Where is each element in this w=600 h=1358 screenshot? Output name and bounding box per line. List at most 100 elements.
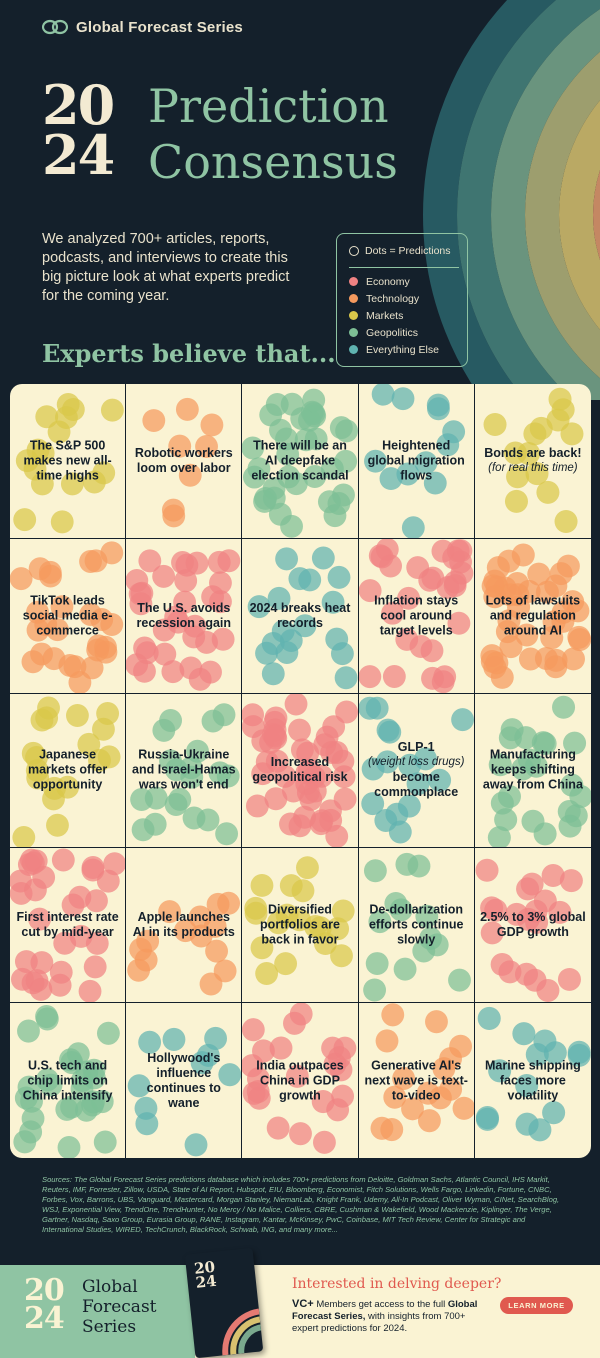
- prediction-dot: [204, 1027, 228, 1051]
- prediction-dot: [368, 910, 391, 934]
- prediction-dot: [186, 739, 210, 763]
- prediction-dot: [288, 908, 312, 932]
- book-year-bottom: 24: [194, 1271, 218, 1292]
- prediction-card: Generative AI's next wave is text-to-vid…: [359, 1003, 475, 1158]
- prediction-dot: [420, 666, 444, 690]
- prediction-dot: [21, 650, 45, 674]
- prediction-dot: [138, 1030, 162, 1055]
- prediction-dot: [426, 397, 450, 421]
- prediction-dot: [286, 1064, 310, 1089]
- prediction-dot: [288, 813, 312, 837]
- prediction-dot: [250, 936, 274, 960]
- prediction-dot: [288, 718, 312, 742]
- prediction-dot: [285, 472, 309, 496]
- prediction-dot: [384, 892, 407, 916]
- prediction-dot: [50, 595, 74, 618]
- prediction-label: Manufacturing keeps shifting away from C…: [482, 747, 583, 792]
- prediction-dot: [153, 642, 177, 666]
- prediction-dot: [54, 406, 78, 430]
- prediction-sublabel: (for real this time): [488, 461, 578, 474]
- prediction-dot: [438, 1047, 462, 1071]
- prediction-dot: [379, 467, 402, 491]
- prediction-dot: [218, 1063, 242, 1087]
- brand: Global Forecast Series: [42, 18, 243, 36]
- prediction-dots: [487, 695, 591, 848]
- prediction-dot: [80, 656, 104, 680]
- book-year: 20 24: [193, 1258, 218, 1292]
- prediction-dot: [81, 858, 105, 882]
- prediction-dot: [82, 470, 106, 494]
- prediction-dot: [39, 1073, 63, 1097]
- prediction-label: India outpaces China in GDP growth: [256, 1058, 344, 1103]
- footer-banner: 20 24 Global Forecast Series 20 24 Inter…: [0, 1247, 600, 1358]
- prediction-dot: [536, 480, 560, 504]
- prediction-dot: [544, 574, 568, 598]
- prediction-dot: [358, 578, 382, 602]
- prediction-dot: [375, 1029, 399, 1053]
- prediction-text: The S&P 500 makes new all-time highs: [14, 438, 121, 483]
- prediction-dot: [541, 864, 565, 888]
- prediction-dot: [60, 472, 84, 496]
- prediction-dot: [205, 940, 229, 964]
- prediction-dot: [498, 583, 522, 607]
- prediction-dot: [320, 740, 344, 764]
- prediction-dot: [562, 731, 586, 755]
- prediction-dot: [212, 702, 236, 726]
- vc-plus-label: VC+: [292, 1298, 314, 1310]
- prediction-label: TikTok leads social media e-commerce: [22, 593, 113, 638]
- prediction-label: U.S. tech and chip limits on China inten…: [22, 1058, 113, 1103]
- prediction-dot: [161, 659, 185, 683]
- prediction-text: Diversified portfolios are back in favor: [246, 903, 353, 948]
- prediction-dot: [244, 897, 268, 921]
- prediction-dot: [215, 821, 239, 845]
- prediction-text: Marine shipping faces more volatility: [479, 1058, 587, 1103]
- prediction-dots: [475, 859, 583, 1003]
- prediction-dot: [312, 1090, 335, 1114]
- prediction-dots: [362, 853, 471, 1002]
- prediction-text: De-dollarization efforts continue slowly: [363, 903, 470, 948]
- prediction-dot: [330, 944, 354, 968]
- decorative-arcs: [423, 0, 600, 400]
- prediction-dot: [447, 969, 471, 993]
- prediction-dot: [406, 771, 430, 795]
- prediction-dot: [401, 516, 425, 538]
- prediction-dots: [13, 1005, 120, 1158]
- page-title: Prediction Consensus: [148, 78, 398, 190]
- prediction-dot: [551, 695, 575, 719]
- cta-body-2: with insights from 700+ expert predictio…: [292, 1311, 466, 1334]
- prediction-dot: [267, 1116, 290, 1140]
- prediction-dot: [100, 398, 124, 422]
- prediction-dot: [327, 492, 351, 516]
- prediction-dot: [17, 1019, 40, 1043]
- prediction-dot: [504, 489, 528, 513]
- prediction-dot: [51, 848, 75, 872]
- prediction-dot: [138, 549, 162, 573]
- prediction-dot: [13, 508, 37, 532]
- prediction-dot: [185, 551, 209, 575]
- prediction-dot: [131, 817, 155, 841]
- prediction-dot: [322, 714, 346, 738]
- prediction-dot: [267, 911, 291, 935]
- prediction-dot: [414, 451, 437, 475]
- prediction-card: De-dollarization efforts continue slowly: [358, 848, 475, 1004]
- prediction-dot: [127, 1074, 151, 1098]
- prediction-dot: [24, 849, 48, 873]
- prediction-dot: [168, 434, 192, 458]
- prediction-dot: [66, 703, 89, 727]
- prediction-card: Inflation stays cool around target level…: [358, 538, 475, 694]
- prediction-dot: [322, 590, 345, 614]
- report-cover-image: 20 24: [184, 1247, 264, 1358]
- cta-body-1: Members get access to the full: [313, 1299, 448, 1310]
- legend-item: Geopolitics: [349, 324, 457, 341]
- prediction-card: Bonds are back! (for real this time): [474, 384, 591, 539]
- footer-year: 20 24: [24, 1276, 84, 1334]
- title-line-1: Prediction: [148, 79, 389, 133]
- prediction-dot: [558, 814, 582, 838]
- prediction-dot: [362, 978, 386, 1002]
- footer-series-line-3: Series: [82, 1317, 137, 1337]
- prediction-label: GLP-1: [397, 740, 435, 755]
- prediction-label: Inflation stays cool around target level…: [374, 593, 459, 638]
- learn-more-button[interactable]: LEARN MORE: [500, 1297, 573, 1314]
- sources-text: Sources: The Global Forecast Series pred…: [42, 1175, 560, 1234]
